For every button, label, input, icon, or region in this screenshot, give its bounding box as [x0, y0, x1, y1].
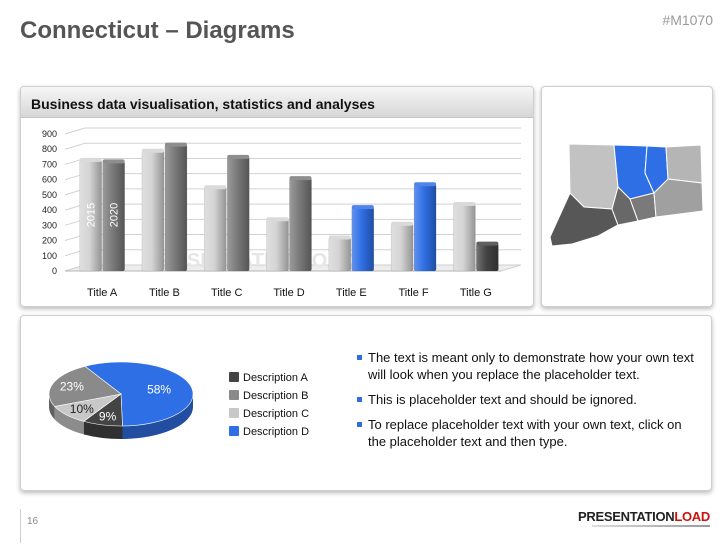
- legend-swatch: [229, 372, 239, 382]
- y-tick-label: 100: [42, 251, 57, 261]
- bar-chart: 0100200300400500600700800900PRESENTATION…: [42, 127, 522, 299]
- series-label: 2015: [86, 203, 98, 227]
- bullet-text: This is placeholder text and should be i…: [368, 392, 637, 407]
- brand-logo: PRESENTATIONLOAD: [578, 509, 710, 524]
- bullet-list: The text is meant only to demonstrate ho…: [357, 349, 697, 458]
- x-tick-label: Title D: [273, 287, 304, 299]
- pie-slice: [84, 361, 194, 427]
- bullet-item: To replace placeholder text with your ow…: [357, 416, 697, 450]
- bar-cap: [351, 205, 374, 210]
- slide-code: #M1070: [662, 12, 713, 28]
- bar: [351, 206, 375, 272]
- gridline-slant: [64, 127, 86, 135]
- bar-cap: [204, 185, 227, 190]
- legend-label: Description D: [243, 426, 309, 438]
- bar: [289, 177, 312, 272]
- map-region-fairfield: [549, 192, 619, 247]
- series-label: 2020: [109, 203, 121, 227]
- bar-cap: [476, 241, 499, 246]
- bar: [390, 223, 414, 272]
- map-region-windham: [665, 144, 703, 184]
- pie-value-label: 58%: [147, 382, 171, 396]
- legend-label: Description C: [243, 408, 309, 420]
- pie-chart: 58% 9% 10% 23% Description A Description B Des…: [48, 361, 309, 439]
- bar: [413, 183, 437, 272]
- y-tick-label: 200: [42, 236, 57, 246]
- legend-label: Description A: [243, 372, 308, 384]
- x-tick-label: Title F: [398, 287, 428, 299]
- page-number: 16: [27, 516, 39, 527]
- brand-part1: PRESENTATION: [578, 509, 675, 524]
- legend-swatch: [229, 426, 239, 436]
- legend-swatch: [229, 390, 239, 400]
- bar-cap: [227, 154, 250, 159]
- bar: [226, 156, 250, 272]
- bar: [203, 187, 227, 272]
- pie-slice-side: [83, 421, 123, 439]
- x-tick-label: Title B: [149, 287, 180, 299]
- legend-swatch: [229, 408, 239, 418]
- pie-value-label: 9%: [99, 409, 117, 423]
- bar-chart-panel: Business data visualisation, statistics …: [20, 86, 534, 307]
- bar: [328, 237, 352, 272]
- bullet-text: To replace placeholder text with your ow…: [368, 417, 682, 449]
- pie-slice-side: [122, 394, 193, 439]
- bar: [453, 203, 476, 272]
- bullet-item: The text is meant only to demonstrate ho…: [357, 349, 697, 383]
- bar: [476, 243, 499, 272]
- brand-underline: [592, 525, 710, 527]
- y-tick-label: 500: [42, 190, 57, 200]
- y-tick-label: 800: [42, 144, 57, 154]
- bar: [266, 218, 289, 272]
- y-tick-label: 400: [42, 205, 57, 215]
- brand-part2: LOAD: [674, 509, 710, 524]
- bar-cap: [266, 217, 289, 222]
- chart-panel-header: Business data visualisation, statistics …: [21, 87, 533, 118]
- bullet-icon: [357, 422, 362, 427]
- bullet-text: The text is meant only to demonstrate ho…: [368, 350, 694, 382]
- map-panel: [541, 86, 713, 307]
- map-region-new-london: [653, 178, 704, 218]
- bullet-icon: [357, 355, 362, 360]
- bar-cap: [414, 182, 437, 187]
- chart-panel-title: Business data visualisation, statistics …: [31, 96, 375, 112]
- bar-cap: [102, 159, 125, 164]
- pie-slice-side: [54, 406, 84, 435]
- x-tick-label: Title G: [460, 287, 492, 299]
- legend-label: Description B: [243, 390, 308, 402]
- x-tick-label: Title E: [336, 287, 367, 299]
- gridline-slant: [64, 142, 86, 150]
- bar-cap: [141, 148, 164, 153]
- description-panel: 58% 9% 10% 23% Description A Description B Des…: [20, 315, 712, 491]
- y-tick-label: 900: [42, 129, 57, 139]
- y-tick-label: 300: [42, 220, 57, 230]
- bar-cap: [164, 142, 187, 147]
- pie-slice: [48, 365, 122, 407]
- y-tick-label: 600: [42, 175, 57, 185]
- bar-cap: [453, 202, 476, 207]
- bar: [164, 144, 188, 272]
- bar-cap: [79, 157, 102, 162]
- bar-cap: [328, 235, 351, 240]
- pie-value-label: 23%: [60, 380, 84, 394]
- x-tick-label: Title C: [211, 287, 242, 299]
- x-tick-label: Title A: [87, 287, 118, 299]
- bullet-icon: [357, 397, 362, 402]
- pie-value-label: 10%: [70, 402, 94, 416]
- y-tick-label: 0: [52, 266, 57, 276]
- bar-cap: [289, 176, 312, 181]
- slide-title: Connecticut – Diagrams: [20, 17, 295, 44]
- bullet-item: This is placeholder text and should be i…: [357, 391, 697, 408]
- bar: [141, 150, 165, 272]
- footer-divider: [20, 509, 21, 543]
- bar-cap: [391, 221, 414, 226]
- y-tick-label: 700: [42, 159, 57, 169]
- connecticut-map: [549, 143, 704, 247]
